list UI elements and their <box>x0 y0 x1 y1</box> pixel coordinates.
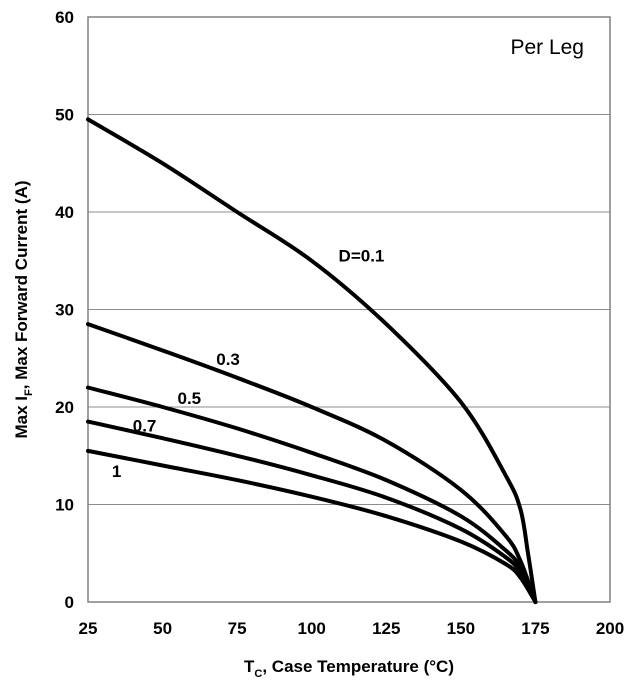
series-line-1 <box>86 322 538 604</box>
series-label-4: 1 <box>112 462 121 481</box>
y-axis-title: Max IF, Max Forward Current (A) <box>12 180 35 438</box>
y-tick-label: 10 <box>55 496 74 515</box>
y-tick-label: 40 <box>55 203 74 222</box>
series-label-1: 0.3 <box>216 350 240 369</box>
x-axis-title-rest: , Case Temperature (°C) <box>262 657 454 676</box>
y-tick-labels: 0 10 20 30 40 50 60 <box>55 8 74 612</box>
x-axis-title-subscript: C <box>254 668 262 680</box>
y-axis-title-main: Max I <box>12 396 31 439</box>
series-lines <box>86 117 538 604</box>
x-tick-label: 100 <box>298 619 326 638</box>
x-tick-label: 75 <box>228 619 247 638</box>
y-tick-label: 0 <box>65 593 74 612</box>
x-tick-label: 25 <box>79 619 98 638</box>
series-labels: D=0.1 0.3 0.5 0.7 1 <box>112 247 385 481</box>
x-tick-labels: 25 50 75 100 125 150 175 200 <box>79 619 625 638</box>
y-tick-label: 20 <box>55 398 74 417</box>
y-tick-label: 50 <box>55 106 74 125</box>
series-line-2 <box>86 385 538 604</box>
x-axis-title: TC, Case Temperature (°C) <box>244 657 454 680</box>
y-axis-title-rest: , Max Forward Current (A) <box>12 180 31 389</box>
series-label-0: D=0.1 <box>339 247 385 266</box>
x-tick-label: 200 <box>596 619 624 638</box>
series-line-0 <box>86 117 538 604</box>
per-leg-annotation: Per Leg <box>510 36 584 59</box>
series-label-3: 0.7 <box>133 416 157 435</box>
series-line-4 <box>86 448 538 604</box>
gridlines <box>88 114 610 505</box>
x-tick-label: 175 <box>521 619 549 638</box>
y-tick-label: 60 <box>55 8 74 27</box>
x-tick-label: 50 <box>153 619 172 638</box>
series-label-2: 0.5 <box>177 389 201 408</box>
x-tick-label: 150 <box>447 619 475 638</box>
y-tick-label: 30 <box>55 301 74 320</box>
y-axis-title-subscript: F <box>23 389 35 396</box>
x-axis-title-main: T <box>244 657 255 676</box>
series-line-3 <box>86 419 538 604</box>
x-tick-label: 125 <box>372 619 400 638</box>
plot-area <box>87 16 611 603</box>
